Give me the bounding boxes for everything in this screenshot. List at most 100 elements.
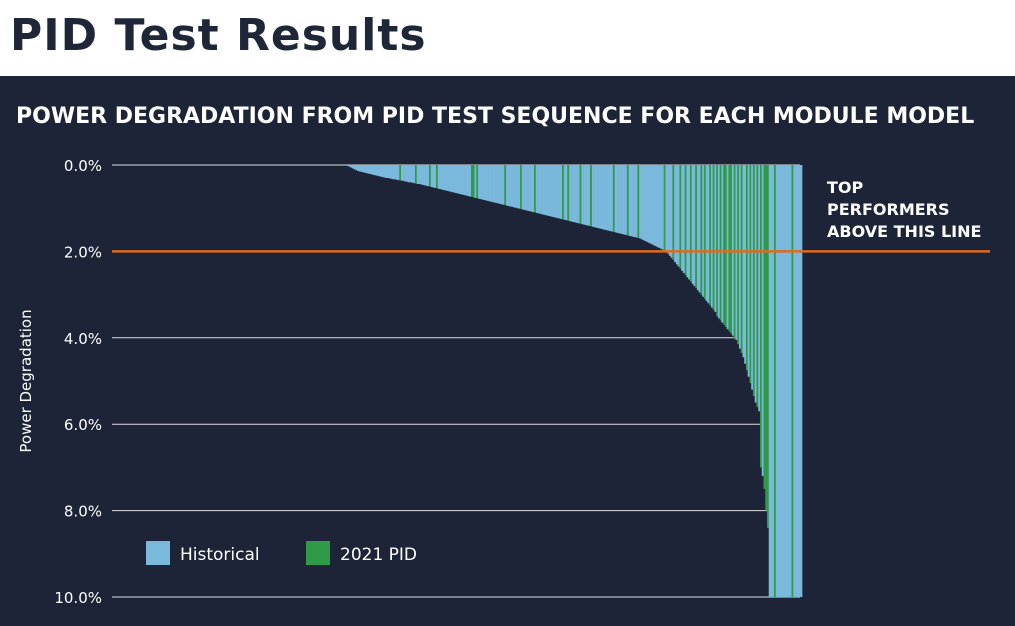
bar-historical [346, 165, 349, 166]
bar-historical [397, 165, 400, 181]
bar-2021-pid [504, 165, 507, 206]
bar-historical [789, 165, 792, 597]
bar-2021-pid [765, 165, 768, 511]
bar-historical [449, 165, 453, 192]
legend-swatch-2021-pid [306, 541, 330, 565]
bar-historical [525, 165, 528, 211]
bar-historical [761, 165, 764, 477]
bar-historical [464, 165, 467, 196]
bar-historical [653, 165, 656, 246]
bar-historical [628, 165, 631, 236]
bar-historical [782, 165, 785, 597]
chart-title: POWER DEGRADATION FROM PID TEST SEQUENCE… [16, 104, 975, 129]
bar-historical [383, 165, 386, 178]
bar-historical [670, 165, 673, 258]
bar-2021-pid [723, 165, 726, 325]
bar-historical [372, 165, 376, 175]
bar-historical [360, 165, 363, 172]
bar-historical [556, 165, 559, 219]
bar-2021-pid [695, 165, 698, 289]
threshold-label: TOP PERFORMERS ABOVE THIS LINE [827, 178, 981, 241]
bar-historical [420, 165, 423, 185]
bar-historical [455, 165, 458, 194]
bar-historical [416, 165, 419, 185]
bar-2021-pid [730, 165, 733, 334]
bar-historical [642, 165, 645, 241]
bar-2021-pid [435, 165, 439, 189]
bar-historical [682, 165, 686, 273]
bar-historical [674, 165, 677, 263]
bar-historical [357, 165, 360, 172]
bar-historical [527, 165, 530, 211]
bar-historical [451, 165, 454, 193]
bar-historical [605, 165, 608, 231]
bar-historical [686, 165, 689, 278]
bar-historical [478, 165, 481, 199]
bar-historical [462, 165, 465, 195]
bar-historical [793, 165, 796, 597]
bar-historical [702, 165, 705, 297]
bar-historical [794, 165, 798, 597]
bar-historical [413, 165, 416, 184]
legend-label-historical: Historical [180, 545, 260, 565]
bar-historical [353, 165, 356, 170]
bar-2021-pid [716, 165, 719, 317]
bar-historical [570, 165, 573, 222]
bar-historical [465, 165, 468, 196]
bar-historical [560, 165, 563, 219]
bar-historical [509, 165, 512, 207]
bar-2021-pid [672, 165, 675, 261]
bar-historical [442, 165, 446, 191]
bar-historical [518, 165, 521, 209]
bar-historical [640, 165, 643, 240]
bar-historical [698, 165, 701, 293]
bar-historical [355, 165, 358, 171]
bar-historical [364, 165, 367, 173]
bar-historical [528, 165, 531, 212]
bar-historical [488, 165, 491, 202]
bar-historical [530, 165, 533, 212]
bar-2021-pid [740, 165, 743, 353]
bar-historical [502, 165, 505, 205]
bar-historical [786, 165, 789, 597]
bar-historical [576, 165, 579, 223]
bar-historical [446, 165, 449, 191]
bar-historical [541, 165, 544, 215]
bar-historical [780, 165, 784, 597]
bar-historical [665, 165, 668, 252]
y-tick-label: 0.0% [64, 157, 102, 175]
bar-historical [644, 165, 647, 242]
bar-historical [602, 165, 605, 230]
bar-historical [434, 165, 437, 188]
bar-historical [754, 165, 757, 403]
bar-historical [402, 165, 405, 181]
bar-2021-pid [414, 165, 418, 184]
bar-historical [404, 165, 407, 182]
bar-historical [537, 165, 540, 214]
bar-2021-pid [752, 165, 756, 397]
bar-2021-pid [745, 165, 749, 371]
bar-historical [607, 165, 610, 231]
bar-historical [495, 165, 498, 204]
bar-historical [393, 165, 397, 180]
bar-historical [681, 165, 684, 271]
bar-historical [485, 165, 488, 201]
bar-historical [348, 165, 351, 167]
bar-historical [787, 165, 791, 597]
bar-historical [507, 165, 510, 207]
bar-historical [588, 165, 591, 226]
bar-chart: 0.0% 2.0% 4.0% 6.0% 8.0% 10.0% TOP PERFORMERS A… [17, 157, 990, 607]
bar-historical [574, 165, 577, 223]
bar-historical [407, 165, 411, 183]
bar-historical [621, 165, 624, 235]
chart-panel: POWER DEGRADATION FROM PID TEST SEQUENCE… [0, 76, 1015, 626]
bar-historical [625, 165, 628, 235]
bar-historical [532, 165, 535, 213]
bar-historical [460, 165, 463, 195]
bar-historical [569, 165, 572, 222]
bar-historical [409, 165, 412, 183]
bar-2021-pid [773, 165, 777, 597]
bar-historical [772, 165, 775, 597]
bar-historical [351, 165, 355, 169]
threshold-label-line: ABOVE THIS LINE [827, 222, 981, 241]
